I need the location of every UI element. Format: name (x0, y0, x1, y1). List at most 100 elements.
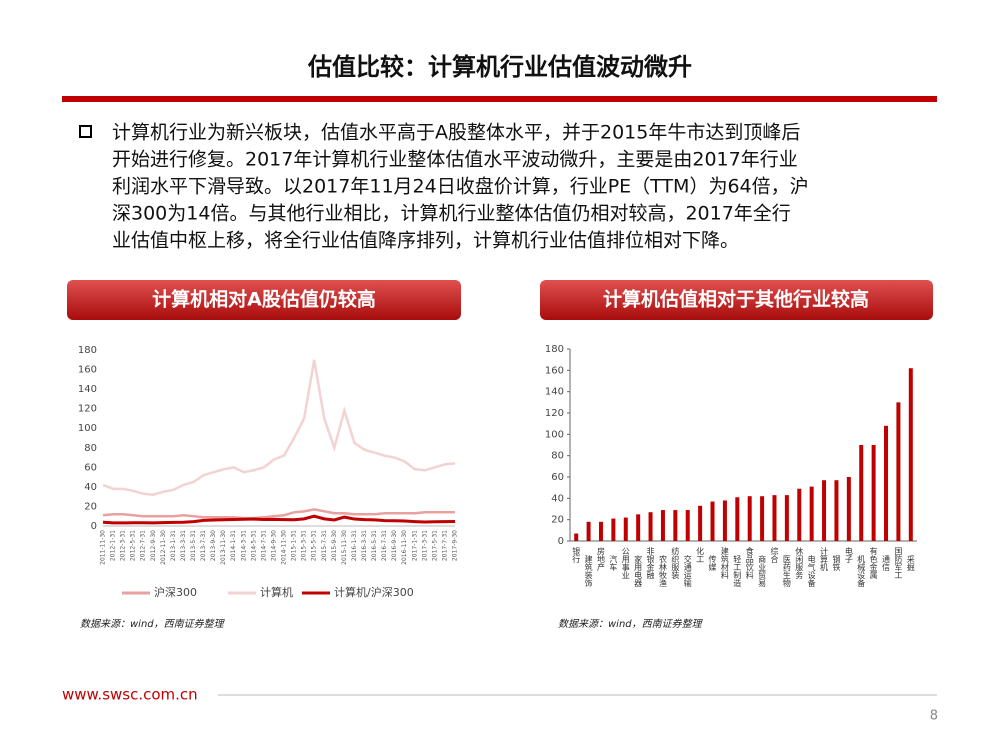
bar (710, 501, 715, 541)
y-tick-label: 80 (84, 443, 97, 454)
chart-title: 计算机相对A股估值仍较高 (152, 288, 376, 311)
title-rule (62, 96, 937, 102)
x-tick-label: 有色金属 (869, 546, 878, 580)
y-tick-label: 160 (545, 365, 564, 376)
x-tick-label: 电子 (844, 546, 853, 563)
x-tick-label: 2015-5-31 (311, 530, 318, 561)
legend-label: 计算机/沪深300 (334, 585, 414, 599)
y-tick-label: 160 (78, 365, 97, 376)
x-tick-label: 2012-9-30 (150, 530, 157, 561)
x-tick-label: 2015-3-31 (301, 530, 308, 561)
x-tick-label: 休闲服务 (795, 546, 804, 580)
x-tick-label: 2012-11-30 (160, 530, 167, 565)
legend-label: 沪深300 (154, 585, 197, 599)
source-note: 数据来源：wind，西南证券整理 (80, 618, 226, 630)
bar (809, 486, 814, 541)
x-tick-label: 建筑装饰 (584, 554, 593, 588)
x-tick-label: 2013-3-31 (180, 530, 187, 561)
x-tick-label: 传媒 (708, 554, 717, 572)
bar (574, 533, 579, 541)
y-tick-label: 20 (551, 515, 564, 526)
bar (896, 402, 901, 541)
bar (747, 496, 752, 541)
bar (698, 505, 703, 541)
bar (871, 445, 876, 541)
x-tick-label: 2013-5-31 (190, 530, 197, 561)
x-tick-label: 2017-7-31 (441, 530, 448, 561)
bar (908, 368, 913, 541)
y-tick-label: 140 (545, 387, 564, 398)
x-tick-label: 2013-9-30 (210, 530, 217, 561)
x-tick-label: 2012-3-31 (120, 530, 127, 561)
x-tick-label: 2015-7-31 (321, 530, 328, 561)
bar (884, 425, 889, 541)
x-tick-label: 家用电器 (634, 554, 643, 588)
x-tick-label: 房地产 (596, 546, 605, 572)
x-tick-label: 钢铁 (832, 554, 841, 572)
bar (673, 510, 678, 541)
bar (772, 495, 777, 541)
bar (735, 497, 740, 541)
bar (834, 480, 839, 541)
x-tick-label: 2012-1-31 (110, 530, 117, 561)
y-tick-label: 0 (91, 521, 97, 532)
x-tick-label: 2016-11-30 (401, 530, 408, 565)
series-line (102, 514, 456, 525)
bar (797, 488, 802, 541)
y-tick-label: 40 (84, 482, 97, 493)
x-tick-label: 2016-9-30 (391, 530, 398, 561)
bar (685, 510, 690, 541)
x-tick-label: 2017-1-31 (411, 530, 418, 561)
bar (784, 495, 789, 541)
y-tick-label: 0 (558, 536, 564, 547)
bar (586, 521, 591, 541)
y-tick-label: 120 (545, 408, 564, 419)
x-tick-label: 2016-5-31 (371, 530, 378, 561)
bullet-line: 计算机行业为新兴板块，估值水平高于A股整体水平，并于2015年牛市达到顶峰后 (112, 122, 800, 144)
x-tick-label: 非银金融 (646, 546, 655, 580)
bar (760, 496, 765, 541)
bar (722, 500, 727, 541)
y-tick-label: 20 (84, 501, 97, 512)
series-line (102, 508, 455, 520)
x-tick-label: 计算机 (820, 546, 829, 572)
y-tick-label: 80 (551, 451, 564, 462)
footer-url: www.swsc.com.cn (62, 686, 198, 704)
x-tick-label: 交通运输 (683, 554, 692, 588)
bar (611, 518, 616, 541)
x-tick-label: 2013-1-31 (170, 530, 177, 561)
x-tick-label: 2011-11-30 (100, 530, 107, 565)
chart-title: 计算机估值相对于其他行业较高 (603, 288, 869, 311)
x-tick-label: 国防军工 (894, 547, 903, 579)
y-tick-label: 100 (545, 429, 564, 440)
x-tick-label: 汽车 (609, 554, 618, 572)
x-tick-label: 2014-7-31 (260, 530, 267, 561)
y-tick-label: 140 (78, 384, 97, 395)
bar (846, 477, 851, 541)
x-tick-label: 综合 (770, 546, 779, 564)
x-tick-label: 商业贸易 (758, 554, 767, 588)
source-note: 数据来源：wind，西南证券整理 (558, 618, 704, 630)
x-tick-label: 2017-5-31 (431, 530, 438, 561)
x-tick-label: 2015-9-30 (331, 530, 338, 561)
y-tick-label: 180 (78, 345, 97, 356)
bullet-text: 计算机行业为新兴板块，估值水平高于A股整体水平，并于2015年牛市达到顶峰后开始… (112, 122, 809, 252)
x-tick-label: 2013-11-30 (220, 530, 227, 565)
bullet-line: 业估值中枢上移，将全行业估值降序排列，计算机行业估值排位相对下降。 (112, 230, 739, 252)
x-tick-label: 2016-1-31 (351, 530, 358, 561)
x-tick-label: 2013-7-31 (200, 530, 207, 561)
bullet-line: 开始进行修复。2017年计算机行业整体估值水平波动微升，主要是由2017年行业 (112, 149, 798, 171)
x-tick-label: 农林牧渔 (658, 554, 667, 587)
x-tick-label: 采掘 (906, 554, 915, 572)
x-tick-label: 电气设备 (807, 554, 816, 588)
legend-label: 计算机 (260, 585, 293, 599)
x-tick-label: 2016-3-31 (361, 530, 368, 561)
x-tick-label: 通信 (882, 554, 891, 572)
bar (660, 510, 665, 541)
x-tick-label: 2015-1-31 (291, 530, 298, 561)
page-number: 8 (930, 709, 938, 724)
series-line (102, 359, 456, 496)
x-tick-label: 化工 (696, 546, 705, 563)
bullet-line: 深300为14倍。与其他行业相比，计算机行业整体估值仍相对较高，2017年全行 (112, 203, 791, 225)
x-tick-label: 食品饮料 (745, 546, 754, 580)
